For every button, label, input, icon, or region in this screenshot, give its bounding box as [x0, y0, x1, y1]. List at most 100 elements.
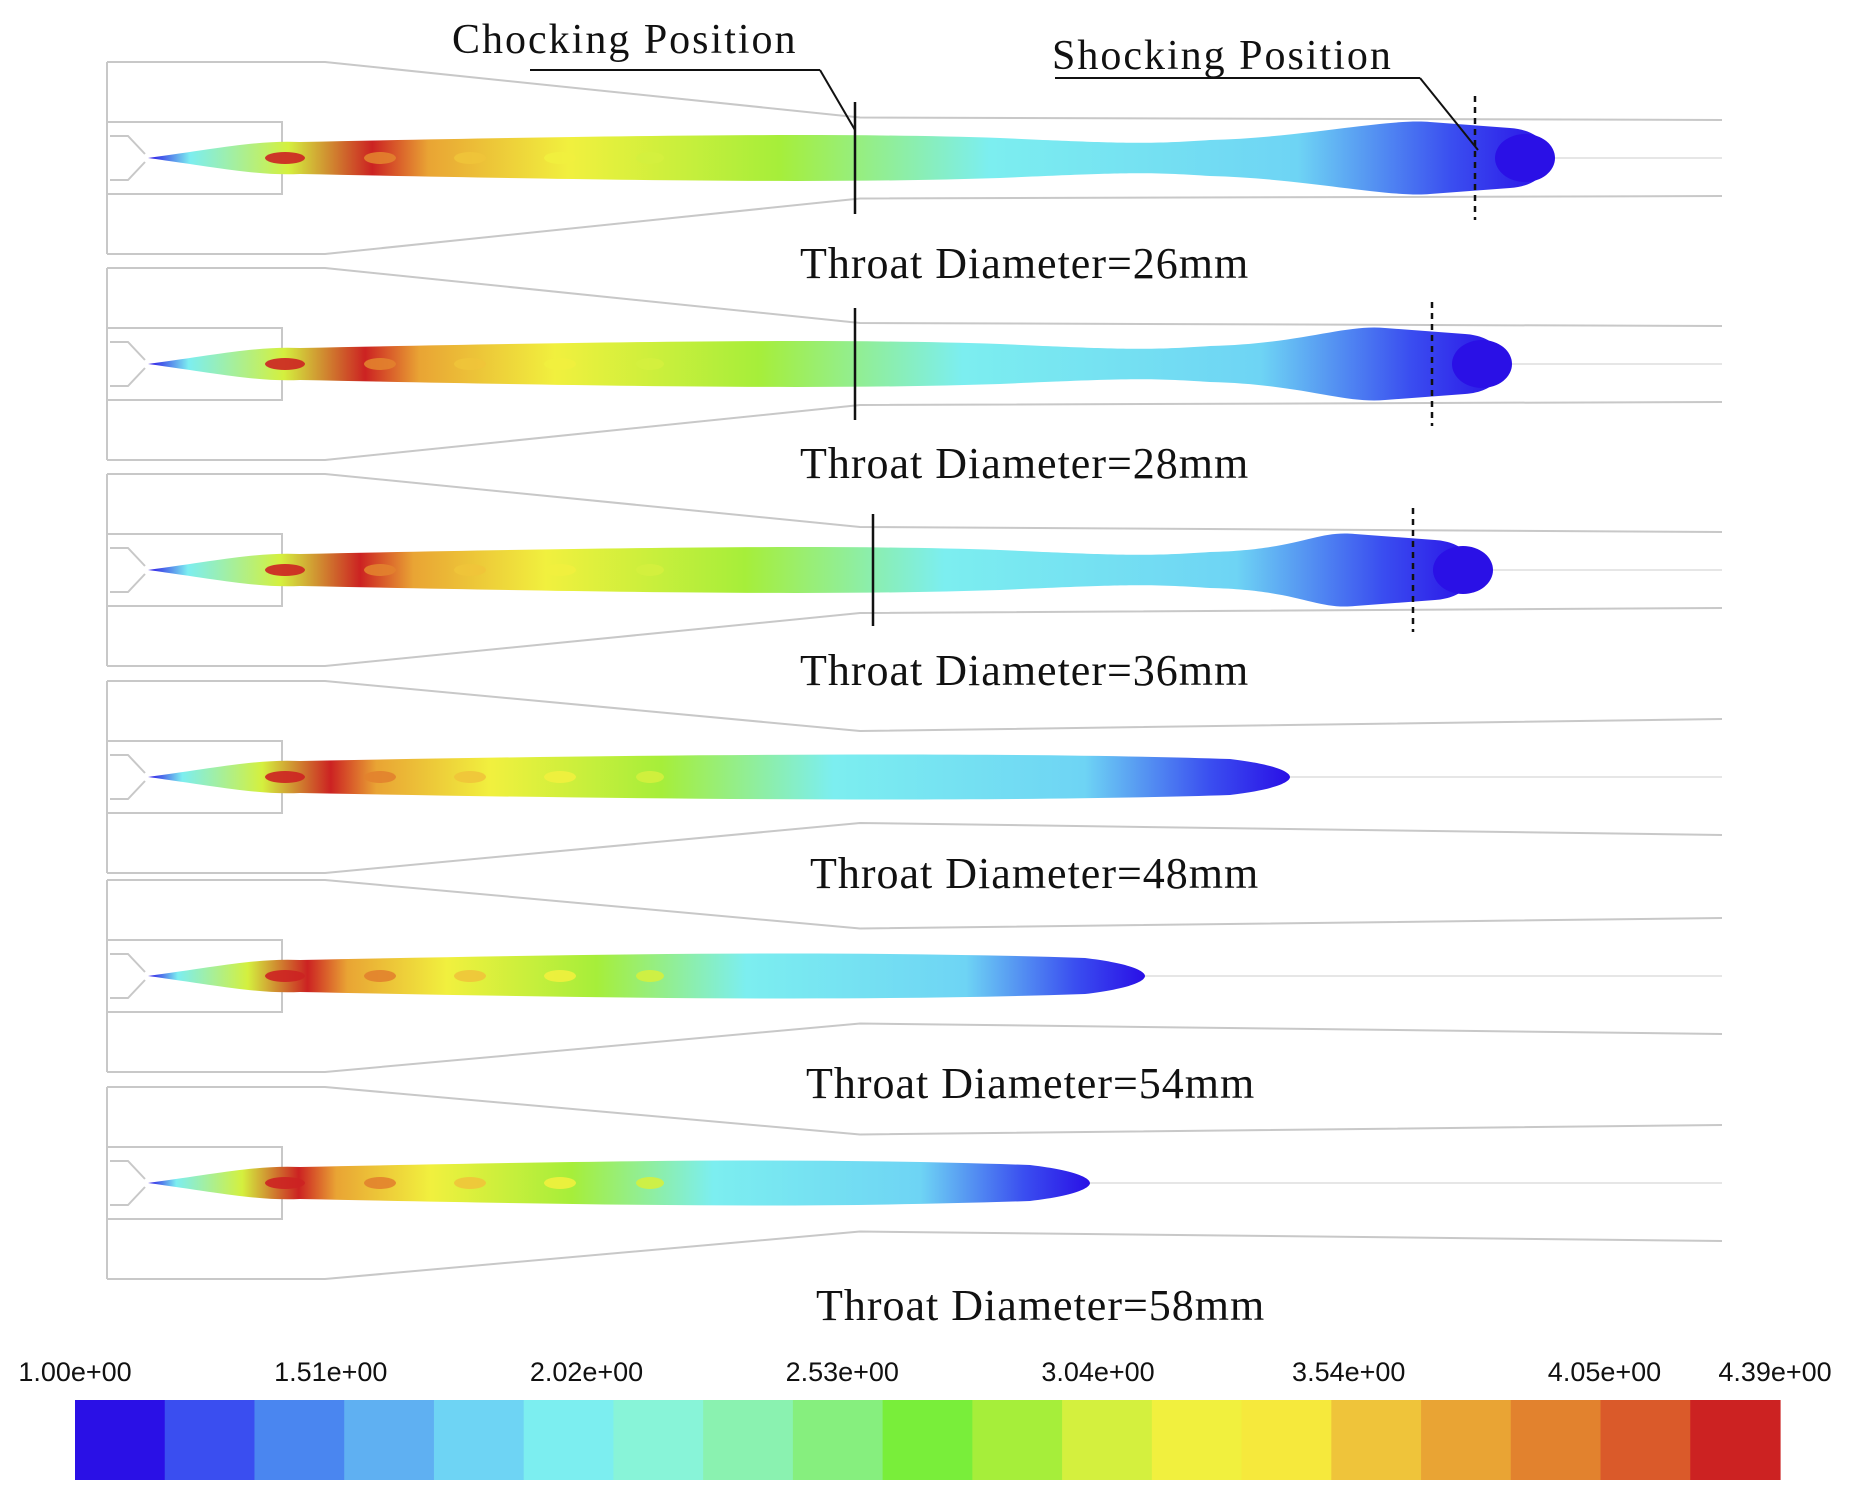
shock-cell — [364, 970, 396, 982]
shock-cell — [544, 1177, 576, 1189]
jet-plume — [148, 1160, 1090, 1206]
colorbar-swatch — [1241, 1400, 1332, 1480]
primary-nozzle — [107, 939, 283, 1013]
jet-plume — [148, 327, 1505, 401]
shock-cell — [454, 970, 486, 982]
annotation-leader-lines — [530, 69, 1479, 151]
primary-nozzle — [107, 740, 283, 814]
lower-wall — [107, 195, 1723, 255]
shock-cell — [636, 1177, 664, 1189]
jet-plume — [148, 121, 1550, 195]
throat-diameter-label: Throat Diameter=54mm — [806, 1059, 1256, 1108]
nozzle-tip — [110, 135, 146, 181]
case-panel — [106, 879, 1723, 1073]
case-panel — [106, 267, 1723, 461]
jet-plume — [148, 533, 1475, 607]
colorbar-swatch — [75, 1400, 166, 1480]
primary-nozzle — [107, 121, 283, 195]
shocking-position-label: Shocking Position — [1052, 33, 1393, 79]
chocking-position-label: Chocking Position — [452, 17, 798, 63]
shock-cell — [364, 358, 396, 370]
nozzle-tip — [110, 953, 146, 999]
shock-cell — [454, 358, 486, 370]
colorbar-tick-label: 2.53e+00 — [785, 1357, 899, 1387]
shock-cell — [454, 564, 486, 576]
colorbar-tick-label: 1.00e+00 — [18, 1357, 132, 1387]
throat-diameter-label: Throat Diameter=36mm — [800, 646, 1250, 695]
shock-cell — [265, 152, 305, 164]
shock-cell — [544, 358, 576, 370]
shock-cell — [636, 152, 664, 164]
jet-plume — [148, 754, 1290, 800]
colorbar-swatch — [254, 1400, 345, 1480]
colorbar-swatch — [344, 1400, 435, 1480]
shock-cell — [544, 564, 576, 576]
colorbar-swatch — [972, 1400, 1063, 1480]
shock-cell — [265, 358, 305, 370]
upper-wall — [107, 680, 1723, 733]
colorbar-swatch — [882, 1400, 973, 1480]
shock-cell — [265, 771, 305, 783]
colorbar-swatch — [1062, 1400, 1153, 1480]
throat-diameter-label: Throat Diameter=26mm — [800, 239, 1250, 288]
chocking-leader-diag — [819, 69, 856, 131]
shock-cell — [544, 152, 576, 164]
shock-cell — [636, 358, 664, 370]
colorbar-swatch — [703, 1400, 794, 1480]
shock-cell — [544, 970, 576, 982]
shock-cell — [364, 564, 396, 576]
colorbar-tick-label: 4.05e+00 — [1547, 1357, 1662, 1387]
primary-nozzle — [107, 327, 283, 401]
shock-cell — [454, 1177, 486, 1189]
post-shock-bubble — [1433, 546, 1493, 594]
shock-cell — [636, 970, 664, 982]
colorbar-tick-label: 1.51e+00 — [274, 1357, 388, 1387]
colorbar-tick-label: 3.54e+00 — [1292, 1357, 1406, 1387]
primary-nozzle — [107, 1146, 283, 1220]
lower-wall — [107, 1022, 1723, 1073]
shock-cell — [265, 1177, 305, 1189]
colorbar-swatch — [1690, 1400, 1781, 1480]
shock-cell — [636, 771, 664, 783]
lower-wall — [107, 821, 1723, 874]
colorbar-swatch — [433, 1400, 525, 1480]
upper-wall — [107, 879, 1723, 930]
case-panel — [106, 473, 1723, 667]
upper-wall — [107, 61, 1723, 121]
shock-cell — [265, 564, 305, 576]
colorbar-tick-label: 4.39e+00 — [1718, 1357, 1832, 1387]
upper-wall — [107, 473, 1723, 533]
case-panel — [106, 680, 1723, 874]
throat-diameter-label: Throat Diameter=28mm — [800, 439, 1250, 488]
shock-cell — [364, 1177, 396, 1189]
colorbar-swatch — [792, 1400, 884, 1480]
shock-cell — [454, 152, 486, 164]
throat-diameter-label: Throat Diameter=58mm — [816, 1281, 1266, 1330]
nozzle-tip — [110, 341, 146, 387]
colorbar-swatch — [523, 1400, 615, 1480]
colorbar-swatch — [164, 1400, 256, 1480]
colorbar-tick-label: 2.02e+00 — [529, 1357, 644, 1387]
case-panel — [106, 1086, 1723, 1280]
post-shock-bubble — [1495, 134, 1555, 182]
shock-cell — [454, 771, 486, 783]
nozzle-tip — [110, 547, 146, 593]
case-panel — [106, 61, 1723, 255]
colorbar-swatch — [1151, 1400, 1243, 1480]
colorbar-swatch — [1331, 1400, 1422, 1480]
upper-wall — [107, 1086, 1723, 1136]
lower-wall — [107, 607, 1723, 667]
lower-wall — [107, 401, 1723, 461]
post-shock-bubble — [1452, 340, 1512, 388]
upper-wall — [107, 267, 1723, 327]
shock-cell — [364, 771, 396, 783]
shock-cell — [265, 970, 305, 982]
colorbar-tick-label: 3.04e+00 — [1041, 1357, 1155, 1387]
colorbar-swatch — [1510, 1400, 1602, 1480]
colorbar-swatch — [1600, 1400, 1691, 1480]
colorbar — [75, 1400, 1781, 1480]
colorbar-swatch — [1421, 1400, 1512, 1480]
shocking-leader-diag — [1419, 77, 1479, 151]
